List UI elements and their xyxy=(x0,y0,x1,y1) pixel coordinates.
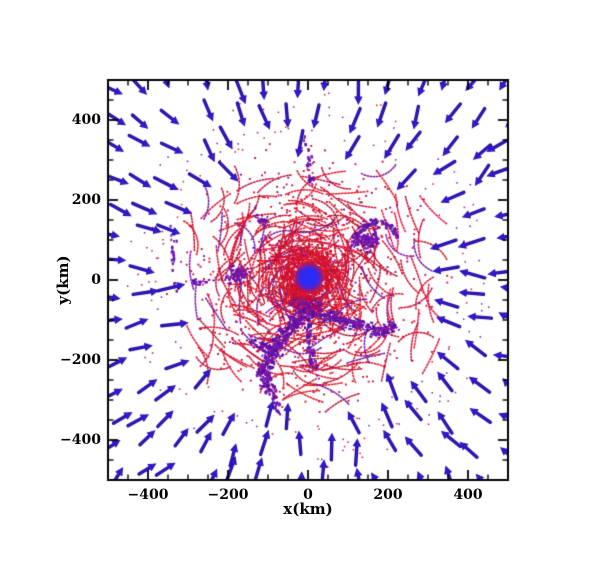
x-tick-label: 200 xyxy=(373,487,403,503)
y-tick-label: 400 xyxy=(71,112,101,128)
y-tick-label: −400 xyxy=(60,432,101,448)
y-tick-label: 200 xyxy=(71,192,101,208)
y-tick-label: 0 xyxy=(91,272,101,288)
x-axis-title: x(km) xyxy=(283,500,333,518)
x-tick-label: 0 xyxy=(303,487,313,503)
x-tick-label: 400 xyxy=(453,487,483,503)
x-tick-label: −400 xyxy=(127,487,169,503)
y-tick-label: −200 xyxy=(60,352,101,368)
x-tick-label: −200 xyxy=(207,487,249,503)
